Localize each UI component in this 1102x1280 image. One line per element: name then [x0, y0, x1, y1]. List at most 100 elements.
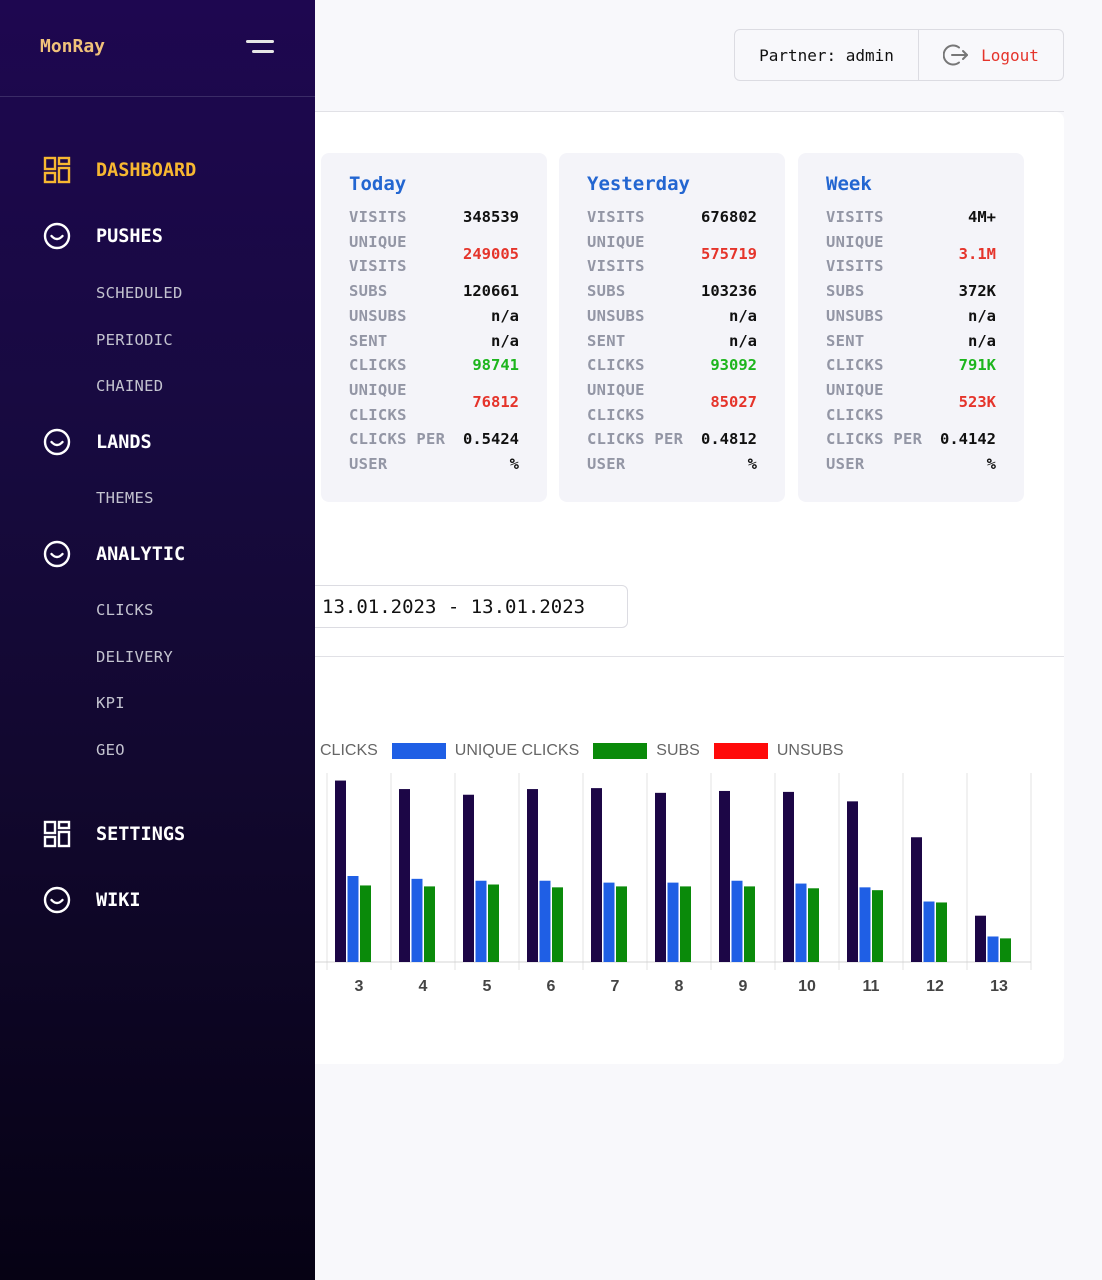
logout-button[interactable]: Logout — [919, 30, 1063, 80]
bar-subs-9[interactable] — [744, 886, 755, 962]
stat-card-week: Week VISITS 4M+ UNIQUE VISITS 3.1M SUBS 3… — [798, 153, 1024, 502]
sidebar-subitem-themes[interactable]: THEMES — [96, 489, 154, 507]
sidebar-item-lands[interactable]: LANDS — [0, 427, 315, 457]
legend-swatch-unique-clicks — [391, 743, 446, 759]
stat-label: UNIQUE VISITS — [349, 232, 407, 276]
sidebar-subitem-geo[interactable]: GEO — [96, 741, 125, 759]
sidebar-subitem-periodic[interactable]: PERIODIC — [96, 331, 174, 349]
stat-label: USER — [826, 455, 865, 474]
stat-card-yesterday: Yesterday VISITS 676802 UNIQUE VISITS 575… — [559, 153, 785, 502]
bar-subs-8[interactable] — [680, 886, 691, 962]
bar-subs-7[interactable] — [616, 886, 627, 962]
stat-label: SUBS — [826, 282, 865, 301]
stat-label: UNSUBS — [587, 306, 645, 325]
bar-subs-5[interactable] — [488, 884, 499, 962]
bar-unique-clicks-12[interactable] — [923, 901, 935, 962]
bar-subs-10[interactable] — [808, 888, 819, 962]
stat-label: UNIQUE CLICKS — [826, 380, 884, 424]
bar-unique-clicks-6[interactable] — [539, 880, 551, 962]
brand-logo: MonRay — [40, 36, 106, 57]
bar-subs-3[interactable] — [360, 885, 371, 962]
bar-subs-12[interactable] — [936, 902, 947, 962]
stat-label: CLICKS — [826, 356, 884, 375]
sidebar-item-pushes[interactable]: PUSHES — [0, 221, 315, 251]
bar-clicks-13[interactable] — [975, 915, 986, 962]
stat-row-unsubs: UNSUBS n/a — [587, 304, 757, 329]
stat-value-unique_clicks: 85027 — [710, 392, 757, 411]
sidebar-item-label: WIKI — [96, 889, 141, 911]
sidebar-subitem-scheduled[interactable]: SCHEDULED — [96, 284, 183, 302]
stat-label: SUBS — [349, 282, 388, 301]
bar-unique-clicks-13[interactable] — [987, 936, 999, 962]
sidebar: MonRay DASHBOARD PUSHES SCHEDULED PERIOD… — [0, 0, 315, 1280]
bar-unique-clicks-7[interactable] — [603, 882, 615, 962]
sidebar-subitem-kpi[interactable]: KPI — [96, 694, 125, 712]
stat-value-clicks: 791K — [958, 356, 996, 375]
stat-value-unsubs: n/a — [729, 306, 757, 325]
bar-subs-4[interactable] — [424, 886, 435, 962]
stat-row-clicks: CLICKS 791K — [826, 353, 996, 378]
smile-icon — [43, 540, 71, 568]
smile-icon — [43, 428, 71, 456]
logout-label: Logout — [981, 45, 1039, 65]
sidebar-divider — [0, 96, 315, 97]
bar-clicks-6[interactable] — [527, 789, 538, 962]
stat-label: CLICKS PER — [349, 430, 446, 449]
stat-value-visits: 348539 — [463, 208, 519, 226]
stat-row-subs: SUBS 372K — [826, 279, 996, 304]
stat-value-unique_visits: 3.1M — [958, 244, 996, 263]
stat-row-unique_visits: UNIQUE VISITS 249005 — [349, 230, 519, 279]
bar-subs-11[interactable] — [872, 890, 883, 962]
bar-clicks-4[interactable] — [399, 789, 410, 962]
stat-value-sent: n/a — [968, 331, 996, 350]
stat-value-subs: 103236 — [701, 282, 757, 301]
stat-label: VISITS — [349, 208, 407, 226]
sidebar-item-settings[interactable]: SETTINGS — [0, 819, 315, 849]
x-tick-label: 13 — [990, 978, 1008, 995]
sidebar-subitem-clicks[interactable]: CLICKS — [96, 601, 154, 619]
sidebar-subitem-delivery[interactable]: DELIVERY — [96, 648, 174, 666]
stat-value-unit: % — [986, 455, 996, 474]
bar-clicks-3[interactable] — [335, 780, 346, 962]
stat-label: CLICKS PER — [826, 430, 923, 449]
stat-row-clicks: CLICKS 93092 — [587, 353, 757, 378]
bar-clicks-5[interactable] — [463, 794, 474, 962]
stat-row-sent: SENT n/a — [587, 329, 757, 354]
date-range-input[interactable]: 13.01.2023 - 13.01.2023 — [300, 585, 628, 628]
bar-unique-clicks-5[interactable] — [475, 880, 487, 962]
stat-card-today: Today VISITS 348539 UNIQUE VISITS 249005 … — [321, 153, 547, 502]
bar-unique-clicks-9[interactable] — [731, 880, 743, 962]
stat-value-unique_visits: 575719 — [701, 244, 757, 263]
sidebar-item-analytic[interactable]: ANALYTIC — [0, 539, 315, 569]
stat-value-unsubs: n/a — [968, 306, 996, 325]
stat-label: SENT — [349, 331, 388, 350]
grid-icon — [43, 820, 71, 848]
x-tick-label: 11 — [863, 978, 880, 995]
sidebar-item-dashboard[interactable]: DASHBOARD — [0, 155, 315, 185]
legend-swatch-subs — [593, 743, 648, 759]
legend-label-clicks: CLICKS — [320, 742, 378, 759]
bar-subs-13[interactable] — [1000, 938, 1011, 962]
bar-unique-clicks-10[interactable] — [795, 883, 807, 962]
bar-clicks-8[interactable] — [655, 792, 666, 962]
legend-label-unique-clicks: UNIQUE CLICKS — [454, 742, 580, 759]
bar-clicks-12[interactable] — [911, 837, 922, 962]
bar-unique-clicks-3[interactable] — [347, 876, 359, 962]
bar-clicks-7[interactable] — [591, 788, 602, 962]
stat-label: SENT — [826, 331, 865, 350]
sidebar-item-wiki[interactable]: WIKI — [0, 885, 315, 915]
x-tick-label: 4 — [419, 978, 428, 995]
bar-unique-clicks-4[interactable] — [411, 878, 423, 962]
sidebar-subitem-chained[interactable]: CHAINED — [96, 377, 164, 395]
bar-clicks-10[interactable] — [783, 791, 794, 962]
bar-clicks-9[interactable] — [719, 790, 730, 962]
stat-label: UNSUBS — [826, 306, 884, 325]
stat-value-unique_clicks: 523K — [958, 392, 996, 411]
bar-clicks-11[interactable] — [847, 801, 858, 962]
bar-subs-6[interactable] — [552, 887, 563, 962]
sidebar-item-label: PUSHES — [96, 225, 163, 247]
menu-toggle-icon[interactable] — [246, 40, 274, 54]
header-divider — [315, 111, 1064, 112]
bar-unique-clicks-8[interactable] — [667, 882, 679, 962]
bar-unique-clicks-11[interactable] — [859, 887, 871, 962]
